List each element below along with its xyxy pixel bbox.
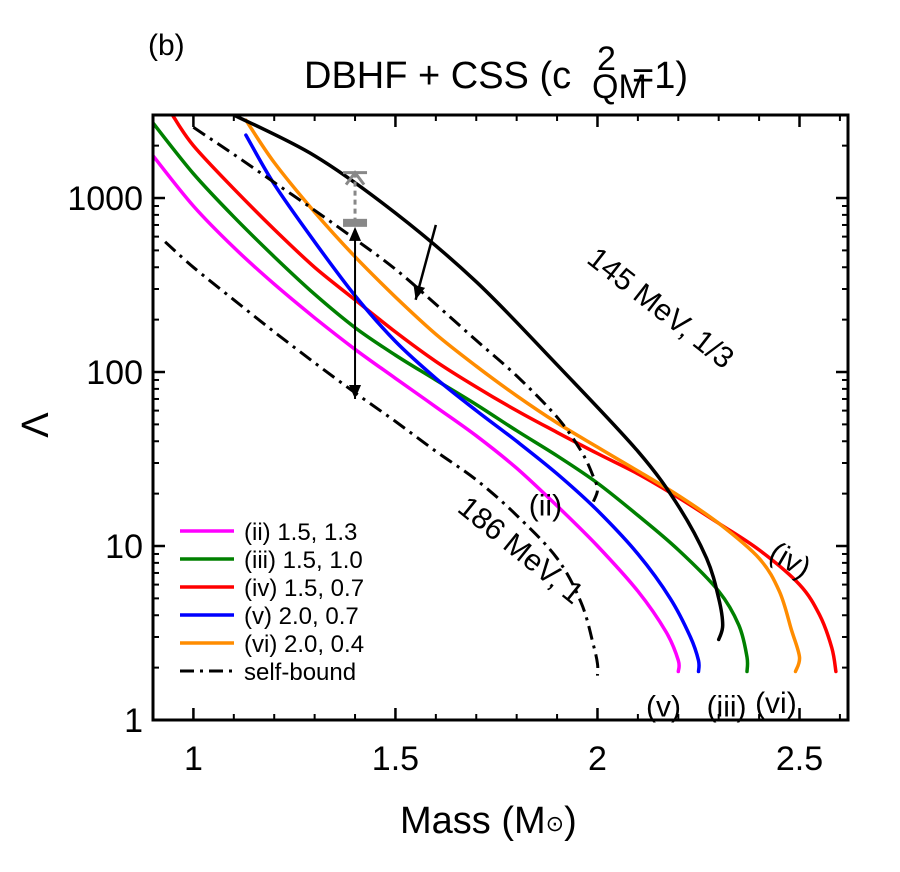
- annotation-label-vi: (vi): [755, 687, 797, 720]
- series-line-iii-1-5-1-0: [153, 121, 750, 674]
- y-tick-label: 1: [124, 702, 143, 740]
- y-tick-label: 10: [105, 528, 143, 566]
- series-line-ii-1-5-1-3: [153, 153, 681, 674]
- annotation-label-iii: (iii): [707, 690, 747, 723]
- tick-layer: 1 1.5 2 2.5 1 10 100 1000: [67, 114, 848, 778]
- x-axis-title-tail: ): [564, 800, 577, 842]
- annotation-label-v: (v): [646, 690, 681, 723]
- constraint-arrow-down: [349, 384, 362, 399]
- series-line-vi-2-0-0-4: [244, 118, 802, 674]
- plot-layer: [153, 115, 838, 676]
- x-tick-label: 1.5: [372, 740, 419, 778]
- series-line-v-2-0-0-7: [244, 133, 701, 674]
- y-tick-label: 100: [86, 354, 143, 392]
- x-tick-label: 1: [184, 740, 203, 778]
- series-line-self-bound: [164, 240, 600, 676]
- legend-label-iv-1-5-0-7: (iv) 1.5, 0.7: [244, 575, 364, 602]
- annotation-arrowhead: [413, 284, 426, 300]
- annotation-label-ii: (ii): [529, 489, 562, 522]
- legend: (ii) 1.5, 1.3(iii) 1.5, 1.0(iv) 1.5, 0.7…: [180, 519, 364, 686]
- title-superscript: 2: [597, 40, 616, 78]
- legend-label-ii-1-5-1-3: (ii) 1.5, 1.3: [244, 519, 357, 546]
- y-tick-label: 1000: [67, 180, 143, 218]
- series-line-145-mev-1-3: [232, 115, 725, 642]
- title-subscript: QM: [592, 68, 647, 106]
- title-main: DBHF + CSS (c: [304, 55, 571, 97]
- constraint-marker: [343, 218, 368, 227]
- constraint-arrow-up: [349, 226, 362, 241]
- x-axis-title: Mass (M⊙): [400, 800, 577, 842]
- legend-label-iii-1-5-1-0: (iii) 1.5, 1.0: [244, 547, 363, 574]
- sun-symbol-icon: ⊙: [546, 811, 564, 836]
- x-tick-label: 2: [588, 740, 607, 778]
- series-line-self-bound-upper: [192, 126, 599, 503]
- plot-frame: [151, 113, 850, 722]
- panel-label: (b): [148, 29, 185, 62]
- legend-label-vi-2-0-0-4: (vi) 2.0, 0.4: [244, 631, 364, 658]
- annotation-label-186-mev-1: 186 MeV, 1: [452, 490, 590, 610]
- legend-label-self-bound: self-bound: [244, 659, 356, 686]
- x-tick-label: 2.5: [776, 740, 823, 778]
- annotation-label-145-mev-1-3: 145 MeV, 1/3: [581, 241, 740, 375]
- series-line-iv-1-5-0-7: [171, 115, 838, 674]
- tidal-constraint: [343, 170, 368, 399]
- series-group: [153, 115, 838, 676]
- title-tail: =1): [632, 55, 688, 97]
- legend-label-v-2-0-0-7: (v) 2.0, 0.7: [244, 603, 359, 630]
- chart-title: DBHF + CSS (c: [304, 55, 571, 97]
- x-axis-title-main: Mass (M: [400, 800, 546, 842]
- y-axis-title: Λ: [15, 412, 57, 438]
